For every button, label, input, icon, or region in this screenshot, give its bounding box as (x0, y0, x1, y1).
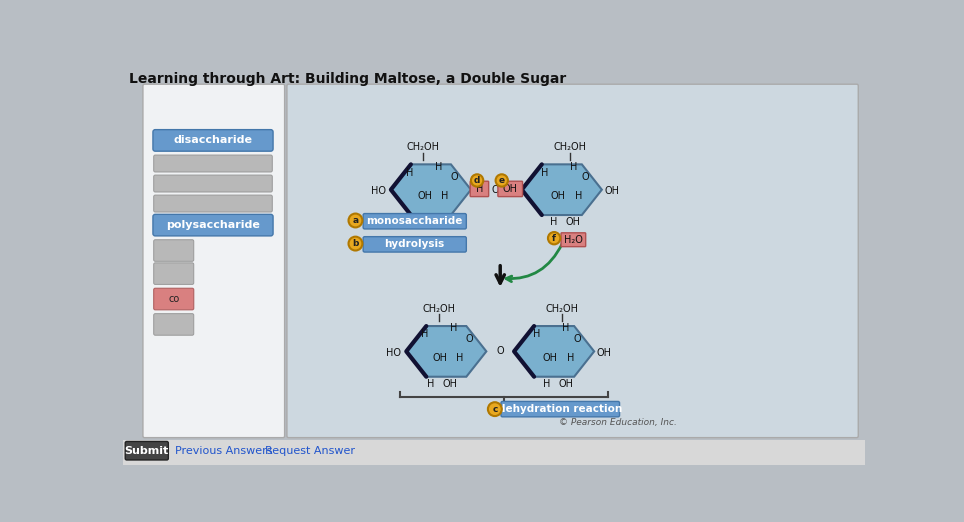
Text: Previous Answers: Previous Answers (175, 446, 273, 456)
Text: H: H (543, 379, 550, 389)
Text: H: H (427, 379, 435, 389)
Text: H: H (457, 352, 464, 363)
FancyBboxPatch shape (153, 175, 272, 192)
FancyBboxPatch shape (363, 213, 467, 229)
Text: CH₂OH: CH₂OH (407, 143, 440, 152)
Circle shape (349, 213, 362, 228)
Circle shape (349, 236, 362, 251)
Text: Request Answer: Request Answer (265, 446, 356, 456)
FancyBboxPatch shape (153, 314, 194, 335)
Text: O: O (496, 347, 504, 357)
Text: d: d (474, 176, 480, 185)
Text: CH₂OH: CH₂OH (422, 304, 455, 314)
Text: H: H (421, 329, 428, 339)
Text: Submit: Submit (124, 446, 169, 456)
Text: CH₂OH: CH₂OH (546, 304, 578, 314)
FancyBboxPatch shape (153, 288, 194, 310)
FancyBboxPatch shape (287, 84, 858, 437)
Text: O: O (450, 172, 458, 182)
Text: H: H (576, 191, 582, 201)
Text: OH: OH (433, 352, 447, 363)
Circle shape (548, 232, 560, 244)
Text: H: H (570, 162, 577, 172)
Text: OH: OH (597, 348, 612, 358)
Text: a: a (353, 216, 359, 225)
Text: H: H (541, 168, 549, 178)
Text: dehydration reaction: dehydration reaction (498, 404, 623, 414)
Text: f: f (552, 234, 556, 243)
FancyBboxPatch shape (153, 240, 194, 262)
Polygon shape (514, 326, 594, 377)
Text: disaccharide: disaccharide (174, 135, 253, 146)
Text: co: co (168, 294, 179, 304)
Text: b: b (352, 239, 359, 248)
Text: H: H (568, 352, 575, 363)
Text: OH: OH (417, 191, 432, 201)
FancyBboxPatch shape (561, 233, 586, 247)
Text: © Pearson Education, Inc.: © Pearson Education, Inc. (559, 419, 678, 428)
Text: O: O (581, 172, 589, 182)
FancyBboxPatch shape (125, 442, 169, 460)
Text: monosaccharide: monosaccharide (366, 216, 463, 226)
Text: OH: OH (442, 379, 458, 389)
Text: H: H (406, 168, 413, 178)
FancyBboxPatch shape (153, 215, 273, 236)
Text: O: O (574, 334, 581, 344)
Text: OH: OH (558, 379, 574, 389)
Text: H: H (562, 323, 570, 333)
Text: OH: OH (502, 184, 518, 194)
Text: H₂O: H₂O (564, 235, 583, 245)
FancyBboxPatch shape (153, 263, 194, 284)
Text: H: H (533, 329, 541, 339)
Text: O: O (466, 334, 473, 344)
Text: H: H (550, 217, 558, 227)
Text: OH: OH (543, 352, 558, 363)
Circle shape (488, 402, 501, 416)
Text: Learning through Art: Building Maltose, a Double Sugar: Learning through Art: Building Maltose, … (129, 72, 566, 86)
Polygon shape (406, 326, 487, 377)
Text: polysaccharide: polysaccharide (166, 220, 260, 230)
Text: H: H (475, 184, 483, 194)
FancyBboxPatch shape (153, 155, 272, 172)
FancyBboxPatch shape (153, 195, 272, 212)
Text: H: H (450, 323, 458, 333)
Text: OH: OH (604, 186, 619, 196)
Text: OH: OH (427, 217, 442, 227)
Polygon shape (390, 164, 471, 215)
Circle shape (495, 174, 508, 186)
Text: H: H (412, 217, 419, 227)
Text: OH: OH (550, 191, 566, 201)
Text: H: H (435, 162, 442, 172)
Text: HO: HO (387, 348, 401, 358)
FancyBboxPatch shape (470, 181, 489, 197)
FancyBboxPatch shape (363, 236, 467, 252)
Text: HO: HO (371, 186, 386, 196)
Circle shape (471, 174, 483, 186)
Text: OH: OH (566, 217, 581, 227)
FancyBboxPatch shape (497, 181, 522, 197)
Text: O: O (492, 185, 499, 195)
FancyBboxPatch shape (143, 84, 284, 437)
FancyBboxPatch shape (153, 129, 273, 151)
Text: e: e (498, 176, 505, 185)
Text: H: H (442, 191, 448, 201)
FancyBboxPatch shape (501, 401, 620, 417)
Text: hydrolysis: hydrolysis (385, 240, 444, 250)
FancyBboxPatch shape (123, 440, 866, 465)
Text: c: c (493, 405, 497, 413)
Polygon shape (522, 164, 602, 215)
Text: CH₂OH: CH₂OH (553, 143, 586, 152)
